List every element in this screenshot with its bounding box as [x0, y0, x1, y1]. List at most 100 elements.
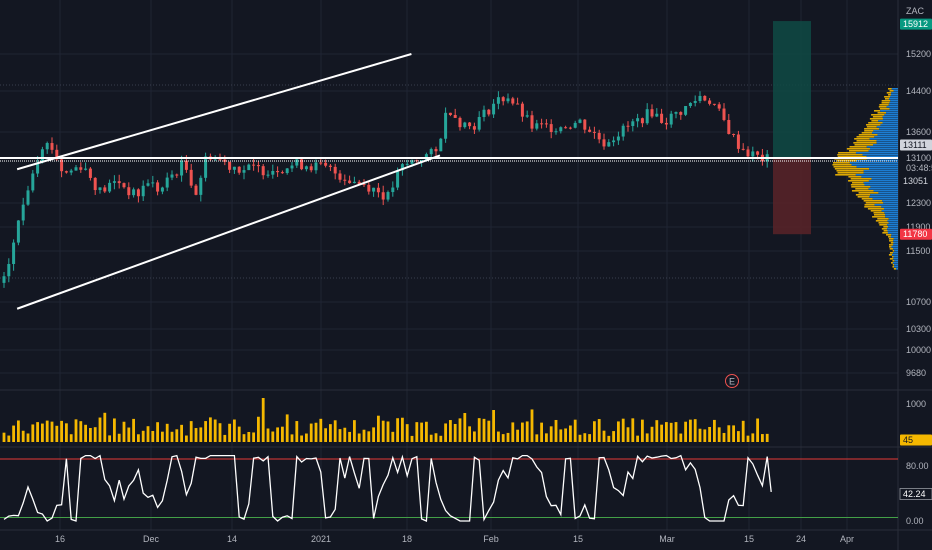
profile-bar-up	[878, 192, 898, 194]
volume-bar	[189, 421, 193, 442]
volume-bar	[439, 435, 443, 442]
volume-bar	[756, 418, 759, 442]
candle-body	[199, 177, 203, 195]
profile-bar-up	[881, 210, 898, 212]
profile-bar-down	[881, 102, 890, 104]
candle-body	[165, 177, 169, 188]
volume-bar	[372, 427, 375, 442]
target-price-tag-bg	[900, 18, 932, 30]
profile-bar-down	[889, 252, 894, 254]
volume-bar	[290, 434, 294, 442]
volume-bar	[545, 433, 548, 442]
profile-bar-up	[862, 154, 898, 156]
volume-bar	[396, 418, 399, 442]
profile-bar-down	[865, 202, 884, 204]
candle-body	[64, 171, 68, 173]
candle-body	[271, 170, 275, 175]
profile-bar-down	[875, 220, 888, 222]
candle-body	[496, 97, 500, 104]
volume-bars	[2, 398, 769, 442]
profile-bar-down	[850, 178, 872, 180]
profile-bar-up	[891, 88, 898, 90]
oscillator-line	[3, 454, 772, 522]
profile-bar-down	[889, 258, 894, 260]
profile-bar-down	[873, 212, 885, 214]
candle-body	[616, 136, 620, 141]
volume-bar	[506, 432, 510, 442]
candle-body	[511, 98, 515, 104]
time-tick-label: Dec	[143, 534, 160, 544]
price-tick-label: 10300	[906, 324, 931, 334]
candle-body	[386, 192, 390, 200]
volume-bar	[573, 419, 577, 442]
candle-body	[506, 98, 510, 102]
volume-bar	[727, 425, 731, 442]
candle-body	[184, 160, 188, 170]
symbol-label: ZAC	[906, 6, 925, 16]
current-price-tag: 13111	[903, 140, 927, 150]
price-tick-label: 12300	[906, 198, 931, 208]
profile-bar-down	[856, 140, 877, 142]
candle-body	[554, 131, 558, 133]
position-zones[interactable]	[773, 21, 811, 235]
candle-body	[16, 220, 20, 243]
trend-lines[interactable]	[0, 53, 898, 310]
profile-bar-down	[851, 186, 871, 188]
profile-bar-up	[868, 180, 898, 182]
profile-bar-up	[889, 108, 898, 110]
volume-bar	[621, 418, 625, 442]
volume-bar	[684, 421, 687, 442]
profile-bar-up	[894, 250, 898, 252]
profile-bar-up	[896, 268, 898, 270]
volume-bar	[612, 431, 615, 442]
candle-body	[324, 162, 328, 166]
profile-bar-down	[864, 130, 874, 132]
candle-body	[664, 122, 668, 125]
profile-bar-up	[849, 162, 898, 164]
profile-bar-up	[879, 128, 898, 130]
profile-bar-up	[894, 264, 898, 266]
candle-body	[112, 181, 116, 183]
volume-bar	[213, 419, 217, 442]
candle-body	[84, 168, 88, 170]
profile-bar-up	[892, 244, 898, 246]
volume-bar	[463, 413, 467, 442]
event-marker[interactable]: E	[725, 374, 739, 388]
volume-bar	[50, 421, 54, 442]
profile-bar-up	[890, 96, 898, 98]
profile-bar-up	[870, 186, 898, 188]
volume-bar	[525, 421, 529, 442]
volume-bar	[242, 434, 246, 442]
profile-bar-down	[864, 206, 882, 208]
volume-bar	[588, 434, 591, 442]
profile-bar-down	[866, 124, 881, 126]
candle-body	[448, 112, 452, 116]
profile-bar-down	[878, 222, 889, 224]
profile-bar-up	[869, 148, 898, 150]
candle-body	[252, 164, 256, 166]
profile-bar-down	[854, 138, 870, 140]
candle-body	[698, 95, 702, 102]
candle-body	[400, 164, 404, 171]
candle-body	[655, 113, 659, 117]
candle-body	[45, 143, 49, 150]
profile-bar-down	[867, 208, 884, 210]
candle-body	[472, 126, 476, 130]
volume-bar	[84, 424, 87, 442]
profile-bar-down	[871, 114, 885, 116]
volume-bar	[362, 429, 366, 442]
candle-body	[549, 124, 553, 133]
profile-bar-down	[892, 266, 895, 268]
candle-body	[285, 168, 289, 174]
volume-bar	[597, 419, 601, 442]
candle-body	[175, 174, 179, 176]
profile-bar-down	[879, 104, 889, 106]
profile-bar-up	[888, 222, 898, 224]
volume-bar	[492, 410, 495, 442]
candle-body	[338, 173, 342, 180]
profile-bar-down	[873, 110, 881, 112]
profile-bar-down	[837, 154, 863, 156]
candles[interactable]	[2, 91, 769, 288]
time-tick-label: Feb	[483, 534, 499, 544]
